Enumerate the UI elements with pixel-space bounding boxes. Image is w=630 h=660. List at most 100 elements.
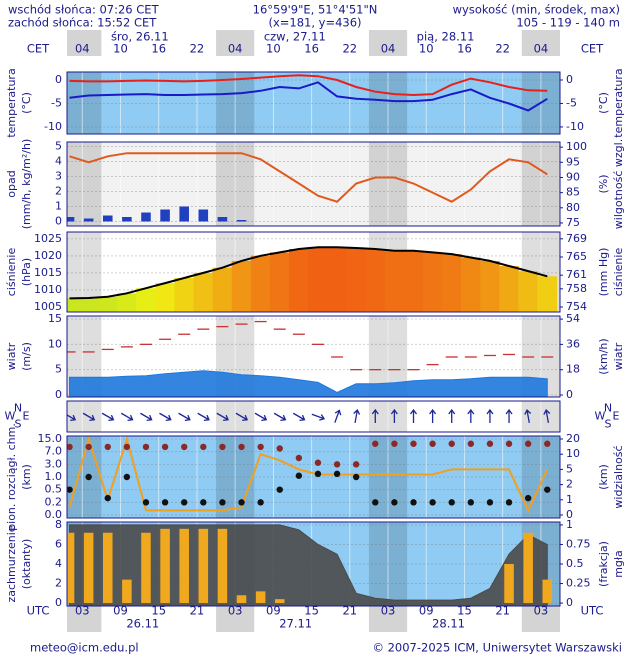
bar xyxy=(346,248,366,312)
y2-tick-label: -10 xyxy=(566,120,584,133)
point xyxy=(391,499,398,506)
y2-tick-label: 100 xyxy=(566,140,587,153)
panel-background xyxy=(67,142,560,226)
y2-tick-label: 5 xyxy=(566,462,573,475)
y2-axis-unit: (km) xyxy=(597,464,610,490)
night-band xyxy=(521,606,560,632)
bar xyxy=(198,209,209,222)
cet-tick-label: 22 xyxy=(342,42,357,56)
wind-arrow xyxy=(101,412,115,421)
point xyxy=(372,440,379,447)
y-tick-label: 1.0 xyxy=(45,470,63,483)
utc-tick-label: 15 xyxy=(457,604,472,618)
point xyxy=(524,440,532,447)
point xyxy=(104,443,111,451)
bar xyxy=(422,252,443,312)
wind-arrow xyxy=(429,408,437,423)
bar xyxy=(269,252,290,312)
y-tick-label: 10 xyxy=(48,337,62,350)
bar xyxy=(250,255,271,312)
y-tick-label: 3.0 xyxy=(45,457,63,470)
y2-axis-label: wilgotność wzgl. xyxy=(612,139,625,229)
y-tick-label: 2 xyxy=(55,185,62,198)
y-axis-label: opad xyxy=(5,170,18,197)
y2-tick-label: 758 xyxy=(566,282,587,295)
compass-w: W xyxy=(5,410,16,423)
wind-arrow xyxy=(486,408,494,423)
point xyxy=(314,470,322,478)
bar xyxy=(102,215,113,222)
y2-tick-label: 20 xyxy=(566,432,580,445)
wind-arrow xyxy=(543,409,551,424)
y-tick-label: 1015 xyxy=(34,266,62,279)
y-tick-label: -10 xyxy=(44,120,62,133)
bar xyxy=(518,271,538,312)
compass-s: S xyxy=(605,418,612,431)
y2-axis-unit: (mm Hg) xyxy=(597,248,610,297)
panel-frame xyxy=(66,435,561,519)
y2-axis-label: mgła xyxy=(612,550,625,578)
bar xyxy=(117,293,137,312)
point xyxy=(333,470,341,478)
cet-tick-label: 16 xyxy=(151,42,166,56)
point xyxy=(544,440,551,447)
zone-left-bottom: UTC xyxy=(27,604,50,618)
y-tick-label: 3 xyxy=(55,170,62,183)
compass-e: E xyxy=(23,410,30,423)
point xyxy=(333,461,341,468)
utc-tick-label: 09 xyxy=(266,604,281,618)
top-date: pią, 28.11 xyxy=(417,30,475,44)
y2-tick-label: 0.5 xyxy=(566,557,584,570)
y-tick-label: 0 xyxy=(55,596,62,609)
y2-tick-label: 36 xyxy=(566,337,580,350)
panel-background xyxy=(67,436,560,518)
y-axis-label: temperatura xyxy=(5,68,18,137)
y-axis-unit: (oktanty) xyxy=(20,539,33,590)
bar xyxy=(217,528,228,604)
bar xyxy=(274,599,285,604)
bar xyxy=(499,266,519,312)
bar xyxy=(231,260,252,312)
night-band xyxy=(67,436,102,518)
y2-tick-label: 95 xyxy=(566,155,580,168)
y-tick-label: 15.0 xyxy=(38,432,63,445)
y-axis-label: ciśnienie xyxy=(5,248,18,297)
point xyxy=(448,440,455,447)
wind-arrow xyxy=(467,408,475,423)
top-date: czw, 27.11 xyxy=(264,30,326,44)
line xyxy=(69,152,548,203)
cet-tick-label: 10 xyxy=(266,42,281,56)
panel xyxy=(67,436,560,518)
y2-tick-label: 80 xyxy=(566,201,580,214)
y2-tick-label: 0 xyxy=(566,388,573,401)
point xyxy=(410,440,417,447)
bar xyxy=(542,579,553,604)
bar xyxy=(67,298,80,312)
wind-arrow xyxy=(254,412,268,421)
night-band xyxy=(368,606,408,632)
wind-arrow xyxy=(197,412,210,421)
y-tick-label: 1010 xyxy=(34,283,62,296)
bar xyxy=(523,532,533,604)
bar xyxy=(67,217,75,222)
wind-arrow xyxy=(67,414,77,421)
point xyxy=(238,443,245,451)
zone-right-bottom: UTC xyxy=(581,604,604,618)
cet-tick-label: 22 xyxy=(495,42,510,56)
utc-tick-label: 15 xyxy=(151,604,166,618)
cet-tick-label: 04 xyxy=(228,42,243,56)
y-axis-label: zachmurzenie xyxy=(5,525,18,602)
y2-tick-label: 2 xyxy=(566,478,573,491)
point xyxy=(486,499,494,506)
panel xyxy=(67,72,560,134)
bar xyxy=(102,532,113,604)
wind-arrow xyxy=(448,408,456,423)
panel-frame xyxy=(66,315,561,398)
point xyxy=(448,499,455,506)
bar xyxy=(198,528,209,604)
compass-w: W xyxy=(595,410,606,423)
cet-tick-label: 10 xyxy=(113,42,128,56)
panel-frame xyxy=(66,521,561,607)
y2-axis-unit: (frakcja) xyxy=(597,541,610,587)
bar xyxy=(179,528,189,604)
